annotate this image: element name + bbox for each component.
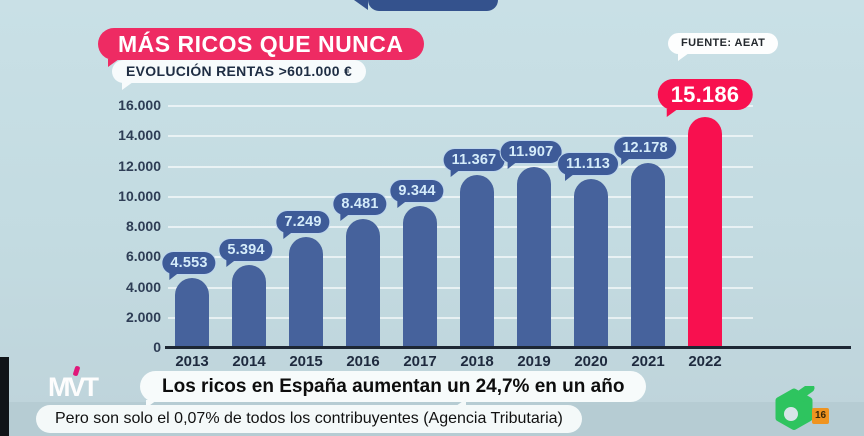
y-axis-tick-label: 14.000 — [118, 127, 161, 144]
y-axis-tick-label: 2.000 — [125, 308, 161, 325]
y-axis-tick-label: 12.000 — [118, 157, 161, 174]
x-axis-tick-label: 2013 — [175, 353, 209, 370]
x-axis-tick-label: 2021 — [631, 353, 665, 370]
gridline — [168, 135, 753, 138]
value-badge-2015: 7.249 — [275, 210, 331, 240]
value-badge-2021: 12.178 — [613, 135, 677, 165]
y-axis-tick-label: 0 — [153, 339, 161, 355]
bar-2022 — [688, 117, 722, 347]
x-axis-tick-label: 2019 — [517, 353, 551, 370]
value-badge-2014: 5.394 — [218, 238, 274, 268]
value-badge-2020: 11.113 — [557, 151, 619, 181]
bar-2015 — [289, 237, 323, 347]
channel-logo-icon — [772, 383, 816, 436]
top-cutoff-bubble — [354, 0, 498, 11]
x-axis-baseline — [165, 346, 851, 349]
x-axis-tick-label: 2014 — [232, 353, 266, 370]
x-axis-tick-label: 2016 — [346, 353, 380, 370]
y-axis-tick-label: 10.000 — [118, 187, 161, 204]
age-rating-badge: 16 — [812, 408, 829, 424]
source-badge: FUENTE: AEAT — [668, 33, 779, 61]
bar-2018 — [460, 175, 494, 347]
bar-2017 — [403, 205, 437, 347]
value-badge-2017: 9.344 — [389, 178, 445, 208]
y-axis-tick-label: 8.000 — [125, 218, 161, 234]
subheadline-banner: Pero son solo el 0,07% de todos los cont… — [36, 399, 582, 433]
headline-banner: Los ricos en España aumentan un 24,7% en… — [140, 371, 647, 408]
bar-2019 — [517, 166, 551, 347]
x-axis-tick-label: 2020 — [574, 353, 608, 370]
page-title: MÁS RICOS QUE NUNCA — [98, 28, 424, 67]
bar-2020 — [574, 178, 608, 347]
y-axis-tick-label: 16.000 — [118, 97, 161, 113]
y-axis-tick-label: 6.000 — [125, 248, 161, 265]
bar-2013 — [175, 278, 209, 347]
bar-2021 — [631, 162, 665, 347]
value-badge-2022: 15.186 — [657, 79, 753, 118]
program-logo: MVT — [48, 365, 99, 403]
value-badge-2018: 11.367 — [442, 148, 506, 178]
x-axis-tick-label: 2018 — [460, 353, 494, 370]
gridline — [168, 105, 753, 107]
y-axis-tick-label: 4.000 — [125, 278, 161, 295]
value-badge-2013: 4.553 — [161, 251, 217, 281]
frame-edge-strip — [0, 357, 9, 436]
value-badge-2019: 11.907 — [499, 139, 563, 169]
x-axis-tick-label: 2015 — [289, 353, 323, 370]
x-axis-tick-label: 2022 — [688, 353, 722, 370]
value-badge-2016: 8.481 — [332, 191, 388, 221]
bar-2014 — [232, 265, 266, 347]
bar-2016 — [346, 218, 380, 347]
program-logo-text: MVT — [48, 372, 99, 402]
x-axis-tick-label: 2017 — [403, 353, 437, 370]
chart-subtitle: EVOLUCIÓN RENTAS >601.000 € — [112, 60, 367, 90]
